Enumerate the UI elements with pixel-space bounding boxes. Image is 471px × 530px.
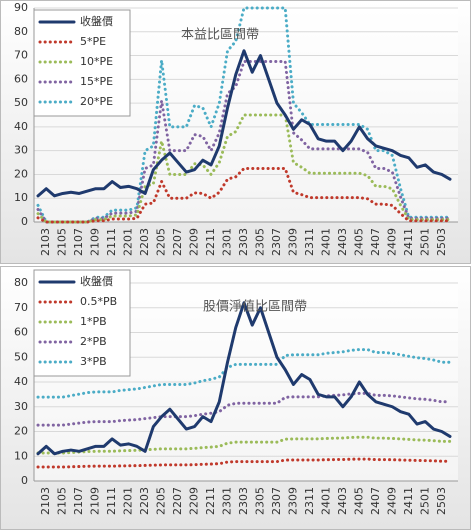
x-tick-label: 2205 [155, 228, 168, 256]
x-tick-label: 2103 [39, 228, 52, 256]
x-tick-label: 2503 [435, 228, 448, 256]
x-tick-label: 2111 [105, 487, 118, 515]
x-tick-label: 2305 [253, 228, 266, 256]
legend-label: 1*PB [80, 315, 107, 328]
chart-title: 本益比區間帶 [181, 28, 259, 43]
x-tick-label: 2309 [286, 487, 299, 515]
x-tick-label: 2401 [319, 228, 332, 256]
y-tick-label: 60 [14, 326, 28, 339]
y-tick-label: 30 [14, 144, 28, 157]
x-tick-label: 2411 [402, 487, 415, 515]
x-tick-label: 2503 [435, 487, 448, 515]
x-tick-label: 2105 [56, 228, 69, 256]
x-tick-label: 2105 [56, 487, 69, 515]
y-tick-label: 0 [21, 215, 28, 228]
y-tick-label: 70 [14, 301, 28, 314]
legend-label: 10*PE [80, 55, 113, 68]
price-line [36, 301, 452, 456]
legend-box [33, 9, 131, 117]
y-tick-label: 80 [14, 276, 28, 289]
y-tick-label: 10 [14, 449, 28, 462]
x-tick-label: 2301 [221, 487, 234, 515]
legend-label: 收盤價 [80, 14, 113, 28]
x-tick-label: 2501 [418, 228, 431, 256]
x-tick-label: 2301 [221, 228, 234, 256]
x-tick-label: 2209 [188, 487, 201, 515]
x-tick-label: 2209 [188, 228, 201, 256]
band-line [36, 391, 452, 427]
x-tick-label: 2207 [171, 487, 184, 515]
x-tick-label: 2311 [303, 487, 316, 515]
y-tick-label: 90 [14, 1, 28, 14]
legend-label: 20*PE [80, 95, 113, 108]
x-tick-label: 2203 [138, 487, 151, 515]
x-tick-label: 2409 [385, 487, 398, 515]
x-tick-label: 2501 [418, 487, 431, 515]
legend: 收盤價 5*PE 10*PE 15*PE 20*PE [33, 9, 131, 117]
y-tick-label: 50 [14, 350, 28, 363]
y-tick-label: 0 [21, 474, 28, 487]
x-tick-label: 2405 [352, 487, 365, 515]
legend-label: 15*PE [80, 75, 113, 88]
y-tick-label: 40 [14, 375, 28, 388]
legend-label: 收盤價 [80, 274, 113, 288]
y-tick-label: 60 [14, 72, 28, 85]
x-tick-label: 2211 [204, 487, 217, 515]
price-line [36, 49, 452, 198]
x-tick-label: 2107 [72, 228, 85, 256]
y-tick-label: 10 [14, 191, 28, 204]
x-tick-label: 2103 [39, 487, 52, 515]
x-tick-label: 2211 [204, 228, 217, 256]
x-tick-label: 2109 [89, 487, 102, 515]
x-tick-label: 2407 [369, 487, 382, 515]
legend-label: 2*PB [80, 335, 107, 348]
x-tick-label: 2403 [336, 487, 349, 515]
x-tick-label: 2111 [105, 228, 118, 256]
x-tick-label: 2407 [369, 228, 382, 256]
legend-label: 3*PB [80, 355, 107, 368]
legend-label: 0.5*PB [80, 295, 117, 308]
x-tick-label: 2109 [89, 228, 102, 256]
x-tick-label: 2305 [253, 487, 266, 515]
band-line [36, 348, 452, 399]
x-tick-label: 2401 [319, 487, 332, 515]
x-tick-label: 2303 [237, 487, 250, 515]
x-tick-label: 2409 [385, 228, 398, 256]
chart-title: 股價淨值比區間帶 [203, 299, 307, 315]
x-tick-label: 2309 [286, 228, 299, 256]
x-tick-label: 2307 [270, 487, 283, 515]
x-tick-label: 2201 [122, 228, 135, 256]
band-line [36, 6, 452, 224]
y-tick-label: 40 [14, 120, 28, 133]
y-tick-label: 70 [14, 49, 28, 62]
band-line [36, 113, 452, 224]
x-tick-label: 2303 [237, 228, 250, 256]
x-tick-label: 2307 [270, 228, 283, 256]
band-line [36, 167, 452, 224]
y-tick-label: 80 [14, 25, 28, 38]
x-tick-label: 2405 [352, 228, 365, 256]
x-tick-label: 2403 [336, 228, 349, 256]
x-tick-label: 2207 [171, 228, 184, 256]
x-tick-label: 2411 [402, 228, 415, 256]
band-line [36, 60, 452, 224]
x-tick-label: 2311 [303, 228, 316, 256]
x-tick-label: 2205 [155, 487, 168, 515]
x-tick-label: 2203 [138, 228, 151, 256]
y-tick-label: 30 [14, 400, 28, 413]
y-tick-label: 20 [14, 425, 28, 438]
x-tick-label: 2107 [72, 487, 85, 515]
y-tick-label: 20 [14, 167, 28, 180]
x-tick-label: 2201 [122, 487, 135, 515]
legend-label: 5*PE [80, 35, 106, 48]
y-tick-label: 50 [14, 96, 28, 109]
legend: 收盤價 0.5*PB 1*PB 2*PB 3*PB [33, 269, 131, 377]
